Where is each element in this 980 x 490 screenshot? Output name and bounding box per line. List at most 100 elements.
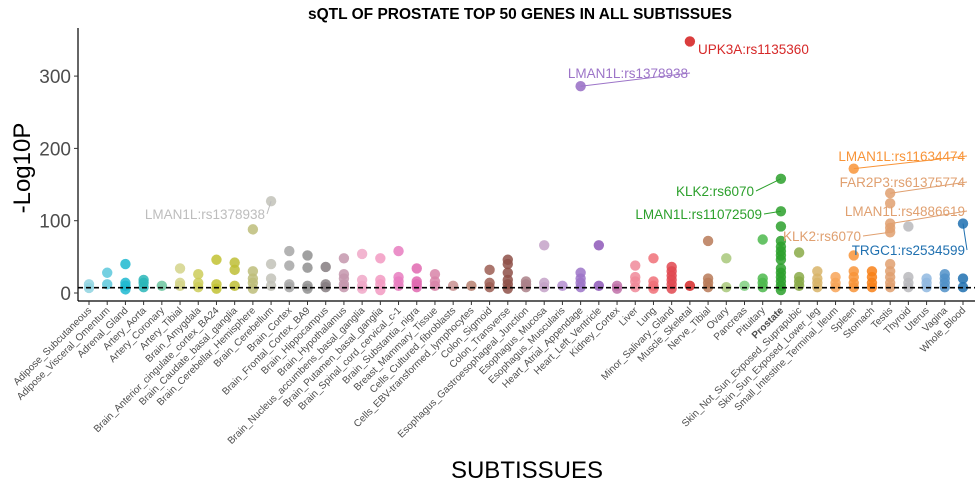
data-point — [229, 280, 240, 291]
data-point — [539, 277, 550, 289]
data-point — [630, 271, 641, 283]
data-point — [666, 261, 677, 273]
data-point — [502, 254, 513, 265]
data-point — [611, 280, 623, 291]
annotation-leader-line — [890, 181, 968, 194]
data-point — [193, 269, 204, 280]
data-point — [793, 247, 805, 258]
annotation-leader-line — [266, 201, 272, 215]
data-point — [284, 260, 295, 271]
annotation-label: LMAN1L:rs4886619 — [845, 204, 965, 219]
data-point — [775, 221, 787, 232]
annotations: UPK3A:rs1135360 LMAN1L:rs1378938 LMAN1L:rs… — [145, 42, 968, 258]
data-point — [648, 253, 659, 264]
data-point — [284, 245, 295, 257]
data-point — [211, 279, 222, 290]
data-point — [393, 245, 404, 257]
annotation-leader-line — [890, 210, 968, 225]
data-point — [684, 36, 696, 47]
data-point — [411, 263, 422, 274]
data-point — [739, 280, 750, 291]
data-point — [102, 267, 113, 278]
annotation-label: LMAN1L:rs11072509 — [635, 207, 762, 222]
data-point — [193, 277, 204, 289]
data-point — [484, 264, 495, 276]
data-point — [702, 235, 714, 247]
data-point — [429, 269, 441, 280]
y-axis: 0 100 200 300 — [39, 28, 79, 305]
data-point — [247, 273, 259, 284]
chart-title: sQTL OF PROSTATE TOP 50 GENES IN ALL SUB… — [308, 6, 732, 23]
annotation-label: LMAN1L:rs11634474 — [838, 149, 965, 164]
data-point — [447, 280, 459, 291]
data-point — [502, 267, 513, 278]
data-point — [138, 274, 149, 286]
data-point — [338, 269, 350, 280]
data-point — [830, 271, 841, 283]
data-point — [302, 250, 313, 261]
annotation-label: UPK3A:rs1135360 — [698, 42, 809, 57]
data-point — [393, 271, 404, 283]
data-point — [429, 276, 441, 287]
data-point — [484, 277, 495, 289]
data-point — [812, 266, 823, 277]
data-point — [903, 271, 914, 283]
data-point — [884, 266, 896, 277]
data-point — [793, 271, 805, 283]
data-point — [812, 273, 823, 284]
data-point — [375, 274, 386, 286]
annotation-leader-line — [853, 155, 968, 170]
data-point — [593, 280, 605, 291]
data-point — [338, 253, 350, 264]
data-point — [884, 198, 896, 209]
annotation-leader-line — [763, 210, 781, 215]
data-point — [229, 257, 240, 268]
annotation-label: LMAN1L:rs1378938 — [145, 207, 265, 222]
data-point — [575, 267, 586, 278]
annotation-leader-line — [962, 223, 968, 251]
data-point — [775, 263, 787, 274]
data-point — [247, 266, 259, 277]
data-point — [884, 258, 896, 270]
data-point — [356, 248, 368, 260]
data-point — [921, 273, 932, 284]
data-point — [848, 266, 859, 277]
data-point — [520, 276, 532, 287]
annotation-leader-line — [580, 72, 691, 87]
data-point — [466, 280, 477, 291]
data-point — [539, 240, 550, 251]
annotation-label: FAR2P3:rs61375774 — [840, 175, 966, 190]
data-point — [356, 274, 368, 286]
data-point — [375, 253, 386, 264]
data-point — [757, 234, 768, 245]
data-point — [265, 273, 277, 284]
x-tick-label: Adipose_Visceral_Omentum — [15, 305, 112, 402]
data-point — [939, 269, 950, 280]
data-point — [557, 280, 568, 291]
data-point — [247, 224, 259, 235]
data-point — [648, 276, 659, 287]
data-point — [903, 221, 914, 232]
data-point — [411, 276, 422, 287]
data-point — [120, 258, 131, 270]
data-point — [174, 263, 186, 274]
data-point — [120, 277, 131, 289]
data-point — [302, 280, 313, 291]
data-point — [848, 250, 859, 261]
y-tick-label: 200 — [39, 139, 71, 160]
y-tick-label: 100 — [39, 212, 71, 233]
annotation-label: TRGC1:rs2534599 — [852, 243, 965, 258]
annotation-label: KLK2:rs6070 — [676, 184, 754, 199]
x-axis-title: SUBTISSUES — [451, 457, 603, 484]
data-point — [721, 253, 732, 264]
data-point — [866, 266, 878, 277]
annotation-leader-line — [862, 231, 891, 237]
plot-area — [78, 36, 975, 296]
data-point — [320, 261, 331, 273]
data-point — [957, 273, 969, 284]
data-point — [502, 274, 513, 286]
data-point — [630, 260, 641, 271]
x-tick-label: Liver — [617, 305, 641, 329]
annotation-leader-line — [755, 178, 782, 192]
x-axis: Adipose_SubcutaneousAdipose_Visceral_Ome… — [12, 300, 975, 447]
